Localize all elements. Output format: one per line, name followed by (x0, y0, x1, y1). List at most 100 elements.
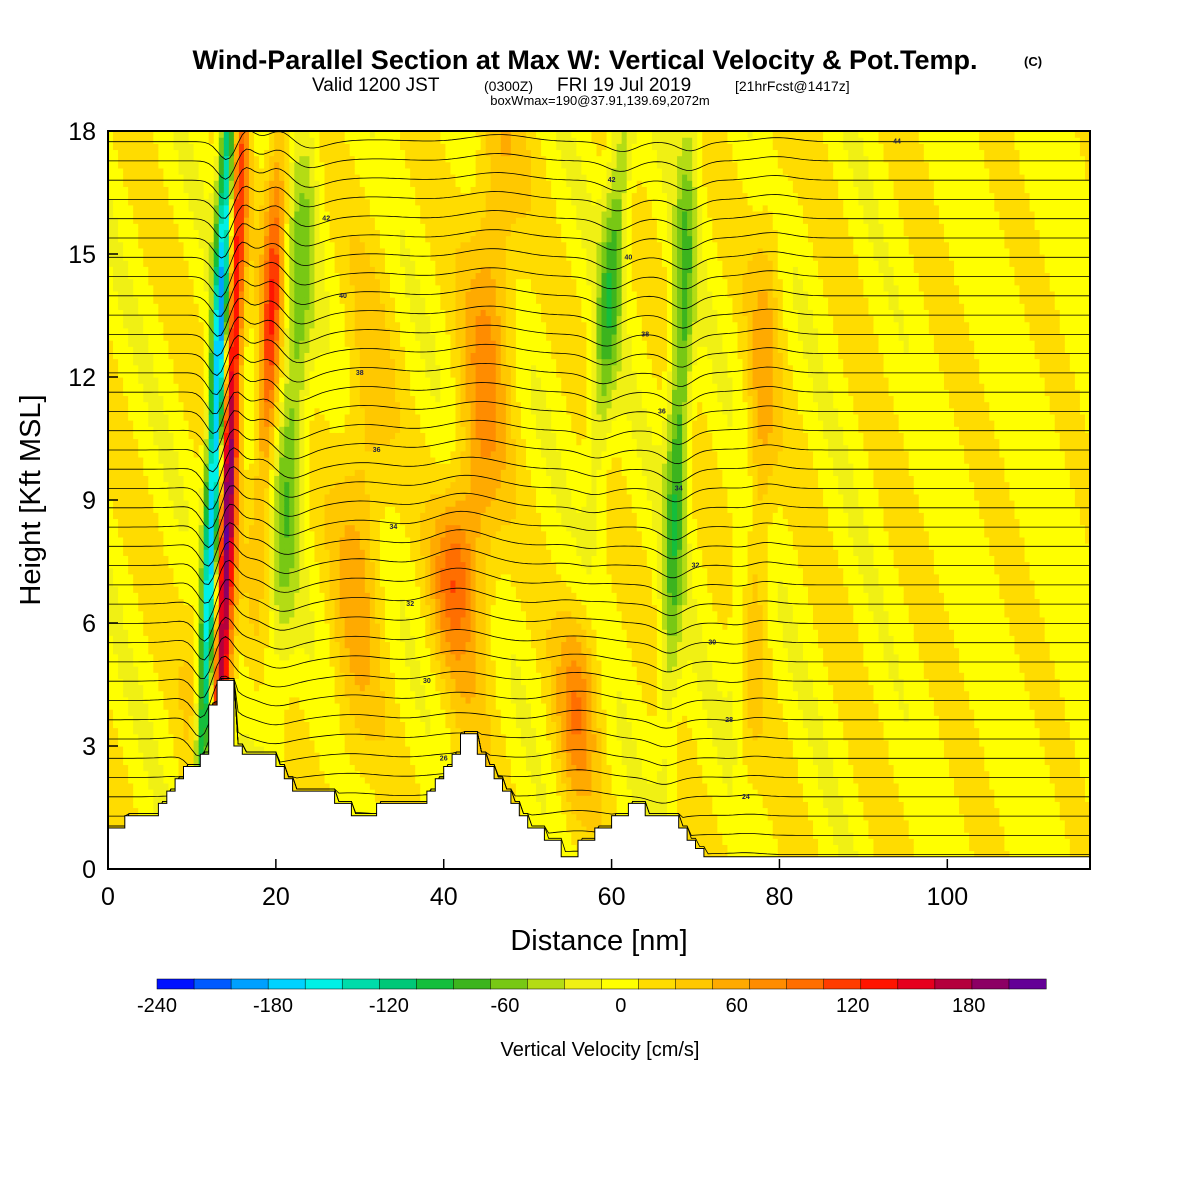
heatmap-cell (289, 543, 295, 550)
heatmap-cell (168, 463, 175, 470)
heatmap-cell (213, 290, 220, 298)
heatmap-cell (223, 426, 230, 433)
heatmap-cell (279, 604, 285, 612)
heatmap-cell (309, 653, 316, 661)
heatmap-cell (223, 524, 230, 532)
heatmap-cell (108, 186, 114, 194)
heatmap-cell (198, 702, 205, 710)
heatmap-cell (314, 586, 321, 593)
heatmap-cell (304, 758, 311, 766)
heatmap-cell (264, 155, 270, 163)
heatmap-cell (173, 327, 180, 335)
heatmap-cell (314, 555, 321, 563)
heatmap-cell (163, 377, 170, 384)
heatmap-cell (213, 616, 220, 624)
heatmap-cell (203, 315, 210, 323)
heatmap-cell (264, 616, 270, 624)
heatmap-cell (158, 709, 164, 716)
heatmap-cell (274, 186, 280, 194)
heatmap-cell (304, 137, 311, 144)
heatmap-cell (284, 690, 290, 698)
heatmap-cell (299, 333, 305, 341)
heatmap-cell (223, 573, 230, 581)
heatmap-cell (249, 278, 255, 286)
heatmap-cell (208, 561, 215, 569)
heatmap-cell (143, 727, 149, 735)
heatmap-cell (168, 782, 175, 790)
heatmap-cell (233, 690, 240, 698)
heatmap-cell (198, 143, 205, 151)
heatmap-cell (289, 666, 295, 673)
heatmap-cell (264, 358, 270, 366)
heatmap-cell (218, 647, 225, 655)
heatmap-cell (208, 555, 215, 563)
heatmap-cell (233, 475, 240, 483)
heatmap-cell (299, 303, 305, 310)
heatmap-cell (113, 598, 119, 606)
heatmap-cell (294, 389, 300, 397)
heatmap-cell (108, 702, 114, 710)
heatmap-cell (118, 739, 124, 747)
heatmap-cell (113, 561, 119, 569)
heatmap-cell (279, 241, 285, 249)
heatmap-cell (289, 549, 295, 556)
heatmap-cell (148, 561, 154, 569)
heatmap-cell (294, 592, 300, 599)
heatmap-cell (118, 377, 124, 384)
heatmap-cell (148, 616, 154, 624)
heatmap-cell (128, 592, 134, 599)
heatmap-cell (173, 174, 180, 181)
heatmap-cell (178, 420, 185, 427)
heatmap-cell (168, 653, 175, 661)
heatmap-cell (113, 469, 119, 476)
heatmap-cell (208, 297, 215, 304)
heatmap-cell (178, 567, 185, 575)
heatmap-cell (269, 702, 275, 710)
heatmap-cell (133, 413, 139, 421)
heatmap-cell (123, 272, 129, 280)
heatmap-cell (299, 666, 305, 673)
heatmap-cell (304, 210, 311, 218)
heatmap-cell (279, 456, 285, 464)
forecast-info: [21hrFcst@1417z] (735, 78, 850, 94)
heatmap-cell (213, 131, 220, 138)
heatmap-cell (218, 493, 225, 501)
heatmap-cell (133, 536, 139, 544)
heatmap-cell (269, 315, 275, 323)
heatmap-cell (309, 420, 316, 427)
heatmap-cell (183, 598, 190, 606)
heatmap-cell (108, 266, 114, 274)
heatmap-cell (299, 530, 305, 538)
heatmap-cell (198, 518, 205, 526)
heatmap-cell (254, 155, 260, 163)
heatmap-cell (254, 432, 260, 440)
heatmap-cell (118, 506, 124, 513)
heatmap-cell (264, 555, 270, 563)
heatmap-cell (264, 254, 270, 261)
heatmap-cell (274, 260, 280, 267)
heatmap-cell (309, 678, 316, 686)
heatmap-cell (299, 155, 305, 163)
heatmap-cell (249, 266, 255, 274)
heatmap-cell (138, 167, 144, 175)
heatmap-cell (118, 573, 124, 581)
heatmap-cell (203, 303, 210, 310)
heatmap-cell (223, 401, 230, 409)
heatmap-cell (168, 401, 175, 409)
heatmap-cell (168, 475, 175, 483)
heatmap-cell (113, 610, 119, 618)
heatmap-cell (138, 420, 144, 427)
heatmap-cell (133, 463, 139, 470)
heatmap-cell (243, 229, 250, 237)
heatmap-cell (279, 260, 285, 267)
heatmap-cell (223, 450, 230, 458)
heatmap-cell (148, 690, 154, 698)
heatmap-cell (178, 346, 185, 353)
heatmap-cell (269, 186, 275, 194)
heatmap-cell (233, 217, 240, 224)
heatmap-cell (238, 426, 245, 433)
heatmap-cell (143, 524, 149, 532)
heatmap-cell (299, 543, 305, 550)
heatmap-cell (254, 610, 260, 618)
heatmap-cell (254, 143, 260, 151)
